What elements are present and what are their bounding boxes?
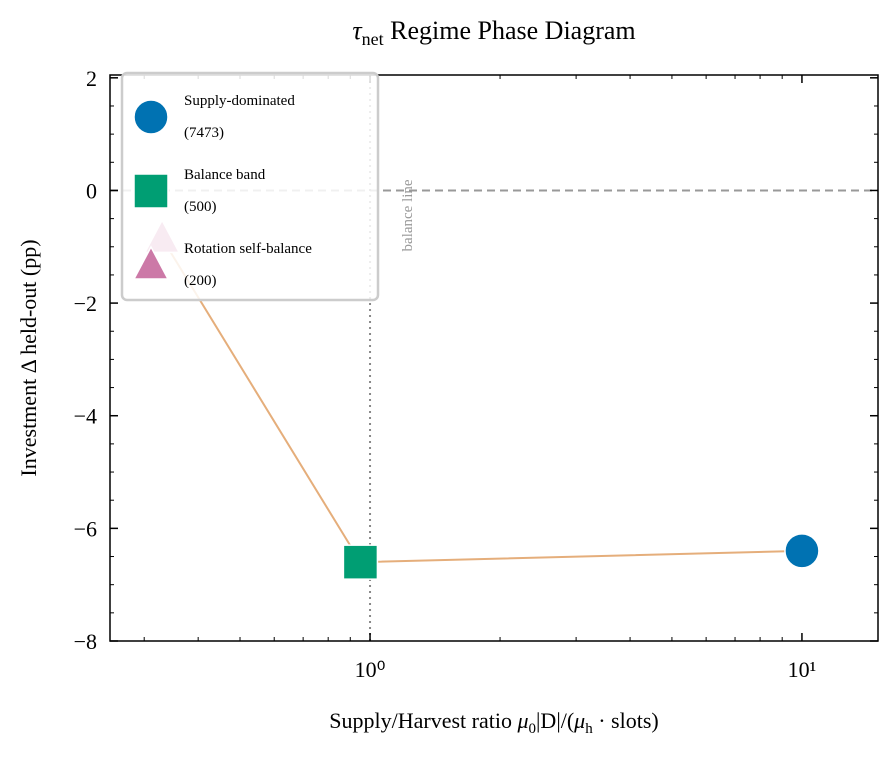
marker-square bbox=[342, 544, 379, 580]
y-tick-label: 2 bbox=[86, 66, 97, 91]
x-axis-label: Supply/Harvest ratio μ0|D|/(μh · slots) bbox=[329, 708, 658, 737]
title-part: net bbox=[362, 29, 384, 49]
x-label-part: |D|/( bbox=[536, 708, 574, 733]
x-label-part: Supply/Harvest ratio bbox=[329, 708, 517, 733]
y-axis-label: Investment Δ held-out (pp) bbox=[16, 239, 41, 476]
legend-label: Balance band (500) bbox=[184, 167, 266, 215]
x-label-part: μ bbox=[516, 708, 528, 733]
legend-label: Rotation self-balance (200) bbox=[184, 241, 312, 289]
title-part: τ bbox=[352, 16, 363, 45]
x-tick-label: 10⁰ bbox=[355, 657, 386, 682]
x-label-part: μ bbox=[573, 708, 585, 733]
x-label-part: · slots) bbox=[593, 708, 659, 733]
y-tick-label: −6 bbox=[74, 516, 97, 541]
chart-title: τnet Regime Phase Diagram bbox=[352, 16, 635, 49]
vline-annotation: balance line bbox=[400, 179, 416, 251]
legend-entry: Balance band (500) bbox=[184, 167, 266, 215]
marker-triangle bbox=[132, 245, 170, 280]
legend-box bbox=[120, 71, 380, 302]
marker-square bbox=[133, 173, 169, 209]
y-tick-label: −4 bbox=[74, 404, 97, 429]
plot-frame bbox=[109, 74, 879, 642]
legend-entry: Rotation self-balance (200) bbox=[184, 241, 312, 289]
x-label-part: h bbox=[585, 721, 593, 737]
y-tick-label: 0 bbox=[86, 178, 97, 203]
x-tick-label: 10¹ bbox=[788, 657, 817, 682]
x-label-part: 0 bbox=[529, 721, 537, 737]
marker-circle bbox=[133, 99, 169, 135]
y-tick-label: −8 bbox=[74, 629, 97, 654]
marker-circle bbox=[784, 533, 820, 569]
legend-entry: Supply-dominated (7473) bbox=[184, 93, 295, 141]
title-part: Regime Phase Diagram bbox=[384, 16, 636, 45]
legend-label: Supply-dominated (7473) bbox=[184, 93, 295, 141]
y-tick-label: −2 bbox=[74, 291, 97, 316]
